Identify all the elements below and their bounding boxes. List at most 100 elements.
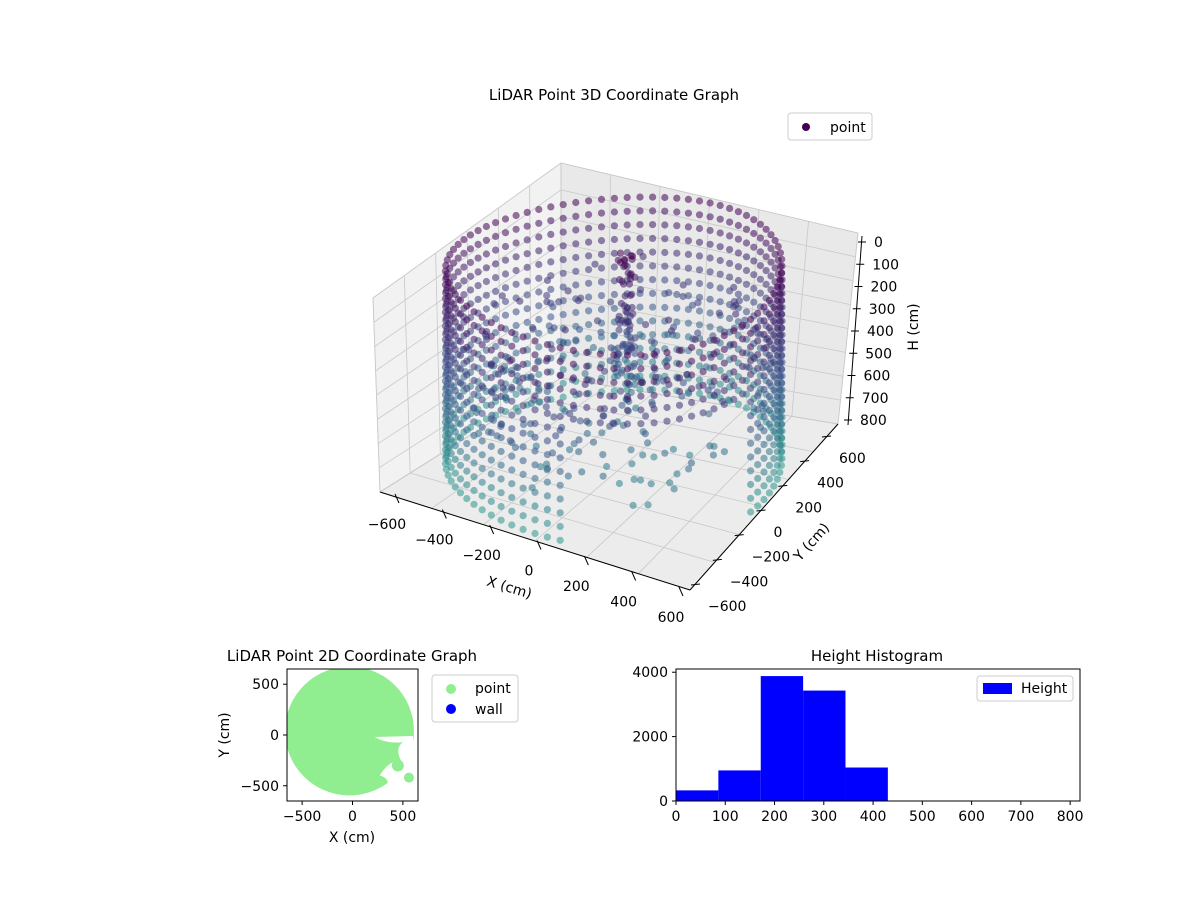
- point-3d: [535, 205, 543, 214]
- point-3d: [566, 446, 574, 454]
- point-3d: [519, 415, 527, 423]
- y-tick-3d: [778, 484, 788, 487]
- point-3d: [650, 364, 658, 372]
- point-3d: [626, 291, 635, 299]
- point-3d: [771, 236, 779, 245]
- point-3d: [776, 276, 784, 284]
- point-3d: [512, 321, 520, 330]
- point-3d: [519, 512, 527, 520]
- point-3d: [569, 360, 578, 368]
- legend-2d-marker-point: [446, 684, 456, 694]
- point-3d: [451, 469, 459, 477]
- point-3d: [599, 451, 607, 459]
- legend-3d-marker: [802, 123, 810, 131]
- point-3d: [610, 365, 618, 373]
- point-3d: [739, 349, 747, 357]
- point-3d: [487, 429, 495, 437]
- point-3d: [456, 351, 465, 359]
- point-3d: [688, 385, 696, 393]
- point-3d: [688, 398, 696, 407]
- point-3d: [447, 408, 455, 416]
- point-3d: [726, 273, 734, 281]
- point-3d: [497, 475, 505, 483]
- point-3d: [487, 511, 495, 519]
- point-3d: [648, 337, 656, 345]
- point-3d: [720, 448, 729, 456]
- point-3d: [478, 423, 486, 431]
- point-3d: [463, 426, 471, 434]
- x-tick-3d: [583, 555, 589, 566]
- point-3d: [716, 270, 724, 278]
- point-3d: [596, 364, 604, 372]
- y-tick-3d: [734, 534, 744, 537]
- point-3d: [508, 342, 516, 350]
- point-3d: [596, 350, 604, 358]
- point-3d: [684, 292, 693, 300]
- point-3d: [695, 211, 704, 219]
- point-3d: [572, 198, 580, 207]
- point-3d: [543, 437, 552, 445]
- point-3d: [650, 377, 658, 386]
- point-3d: [583, 429, 591, 438]
- point-3d: [487, 319, 495, 327]
- point-3d: [730, 368, 738, 376]
- grid-line-y: [410, 472, 715, 563]
- point-3d: [679, 292, 687, 301]
- point-3d: [577, 294, 585, 302]
- point-3d: [760, 427, 768, 435]
- point-3d: [552, 432, 560, 440]
- point-3d: [756, 289, 765, 297]
- point-3d: [492, 287, 500, 295]
- point-3d: [599, 412, 607, 420]
- point-3d: [760, 440, 768, 449]
- point-3d: [456, 337, 465, 346]
- point-3d: [556, 495, 564, 503]
- point-3d: [578, 468, 586, 476]
- point-3d: [478, 313, 486, 321]
- point-3d: [673, 222, 681, 230]
- point-3d: [547, 244, 555, 252]
- point-3d: [497, 324, 505, 332]
- point-3d: [543, 519, 552, 528]
- point-3d: [444, 471, 452, 479]
- point-3d: [705, 410, 713, 418]
- point-3d: [770, 290, 778, 298]
- point-3d: [773, 296, 781, 305]
- point-3d: [734, 290, 743, 298]
- point-3d: [572, 253, 580, 262]
- point-3d: [706, 323, 714, 331]
- point-3d: [760, 413, 768, 421]
- point-3d: [767, 231, 775, 239]
- point-3d: [765, 324, 774, 332]
- point-3d: [482, 222, 490, 231]
- z-tick-label-3d: 400: [867, 324, 894, 340]
- point-3d: [706, 213, 714, 221]
- point-3d: [531, 516, 539, 524]
- point-3d: [519, 484, 527, 492]
- point-3d: [760, 454, 768, 462]
- point-3d: [535, 386, 543, 395]
- plot-3d: LiDAR Point 3D Coordinate Graph −600 −400…: [368, 86, 922, 626]
- point-3d: [523, 236, 531, 244]
- point-3d: [451, 483, 459, 491]
- point-3d: [576, 417, 584, 425]
- point-3d: [720, 373, 728, 381]
- point-3d: [706, 309, 714, 317]
- point-3d: [770, 372, 778, 380]
- point-3d: [474, 282, 482, 290]
- point-3d: [585, 279, 593, 287]
- z-tick-label-3d: 600: [864, 369, 891, 385]
- point-3d: [444, 347, 452, 355]
- point-3d: [512, 308, 520, 316]
- point-3d: [636, 286, 645, 294]
- point-3d: [726, 246, 734, 254]
- point-3d: [534, 358, 542, 366]
- point-3d: [760, 385, 768, 394]
- point-3d: [531, 392, 539, 400]
- point-3d: [556, 399, 564, 407]
- point-3d: [636, 386, 644, 394]
- point-3d: [460, 277, 468, 285]
- point-3d: [618, 401, 626, 409]
- point-3d: [649, 193, 657, 201]
- point-3d: [535, 260, 543, 269]
